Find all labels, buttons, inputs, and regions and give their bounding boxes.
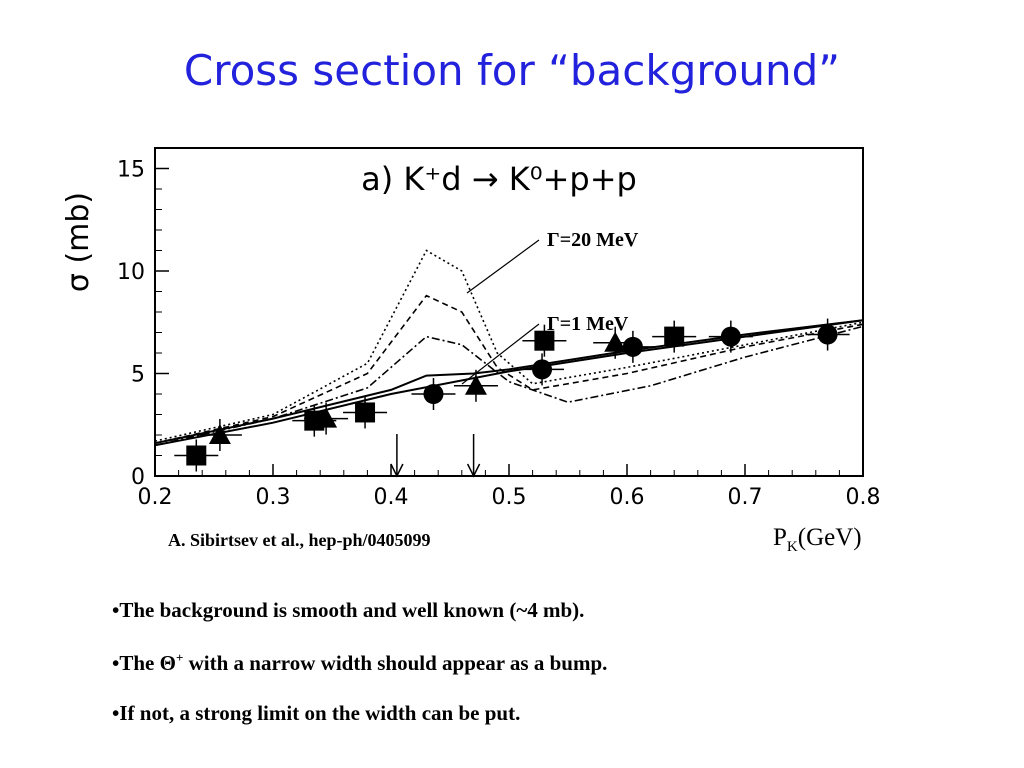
y-tick-label-1: 5	[131, 363, 145, 388]
data-point-triangle	[315, 407, 338, 428]
x-tick-label-1: 0.3	[256, 485, 291, 510]
slide-title: Cross section for “background”	[183, 46, 841, 95]
x-unit-sub: K	[786, 539, 798, 555]
bullet-3: •If not, a strong limit on the width can…	[112, 701, 520, 726]
bullet-2-suffix: with a narrow width should appear as a b…	[183, 651, 608, 675]
data-point-triangle	[464, 374, 487, 395]
curve-solid-0	[154, 319, 864, 447]
data-point-circle	[720, 326, 741, 347]
data-point-triangle	[208, 424, 231, 444]
bullet-1: •The background is smooth and well known…	[112, 598, 584, 623]
x-tick-label-2: 0.4	[374, 485, 409, 510]
annotation-1: Γ=1 MeV	[547, 313, 629, 335]
x-tick-label-3: 0.5	[492, 485, 527, 510]
x-tick-label-5: 0.7	[728, 485, 763, 510]
x-axis-unit-label: PK(GeV)	[773, 524, 862, 556]
panel-label: a) K⁺d → K⁰+p+p	[361, 160, 637, 198]
annotation-0: Γ=20 MeV	[547, 229, 639, 251]
annotation-leader-0	[466, 239, 540, 294]
citation: A. Sibirtsev et al., hep-ph/0405099	[168, 530, 431, 550]
x-unit-main: P	[773, 524, 787, 551]
data-point-square	[534, 330, 555, 351]
data-point-circle	[532, 359, 553, 380]
data-point-square	[355, 402, 376, 423]
x-tick-label-4: 0.6	[610, 485, 645, 510]
data-point-circle	[423, 384, 444, 404]
curve-dotted-2	[154, 249, 864, 442]
curve-dashdot-4	[154, 325, 864, 447]
x-tick-label-0: 0.2	[138, 485, 173, 510]
bullet-1-text: •The background is smooth and well known…	[112, 598, 585, 622]
bullet-3-text: •If not, a strong limit on the width can…	[112, 701, 521, 725]
y-tick-label-3: 15	[117, 158, 145, 183]
threshold-arrow-head-1	[466, 463, 481, 478]
bullet-2-prefix: •The Θ	[112, 651, 176, 675]
annotation-leader-1	[461, 323, 540, 385]
data-point-circle	[622, 336, 643, 357]
data-point-square	[664, 326, 685, 347]
y-tick-label-0: 0	[131, 465, 145, 490]
x-unit-rest: (GeV)	[797, 524, 862, 551]
threshold-arrow-head-0	[390, 463, 404, 478]
data-point-square	[186, 445, 207, 466]
bullet-2: •The Θ+ with a narrow width should appea…	[112, 650, 607, 676]
curve-solid-step-1	[154, 319, 864, 445]
y-tick-label-2: 10	[117, 260, 145, 285]
x-tick-label-6: 0.8	[846, 485, 881, 510]
bullet-2-sup: +	[175, 650, 184, 665]
curve-dashed-3	[154, 294, 864, 444]
data-point-circle	[817, 324, 838, 345]
y-axis-label: σ (mb)	[61, 192, 96, 292]
